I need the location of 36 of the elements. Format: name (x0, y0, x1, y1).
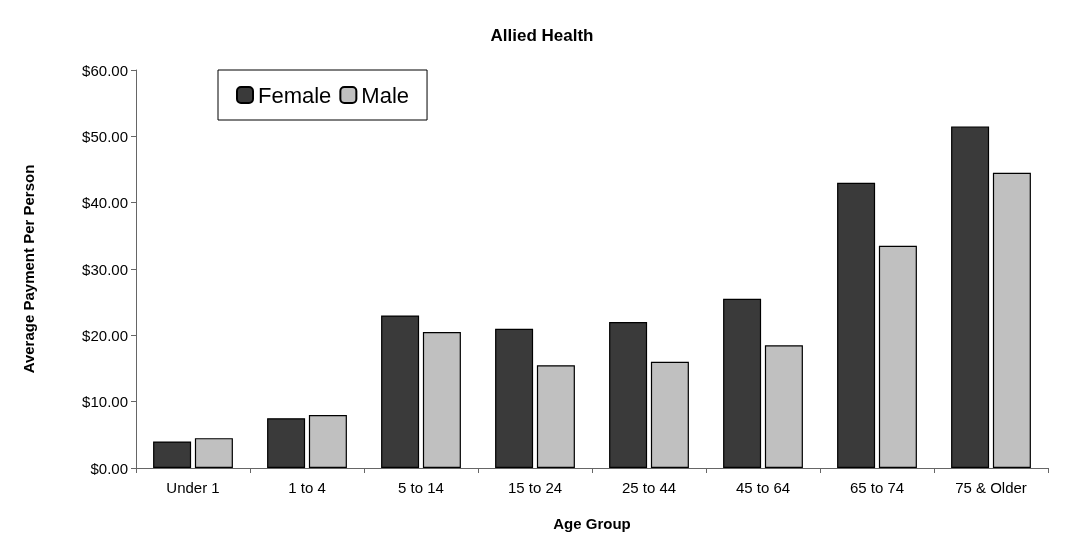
x-tick-label: 15 to 24 (507, 479, 563, 496)
y-tick-label: $10.00 (82, 393, 128, 411)
bar (422, 332, 461, 468)
x-tick-label: 5 to 14 (398, 479, 444, 496)
bar (878, 245, 917, 468)
x-tick-label: 45 to 64 (735, 479, 791, 496)
x-tick-label: 1 to 4 (288, 479, 326, 496)
x-tick-label: 25 to 44 (621, 479, 677, 496)
chart-title: Allied Health (490, 26, 594, 45)
bar (837, 182, 876, 468)
bar (951, 126, 990, 468)
bar (536, 365, 575, 468)
y-tick-label: $50.00 (82, 127, 128, 145)
x-axis-title: Age Group (553, 515, 631, 532)
bar (723, 298, 762, 468)
bar (609, 322, 648, 468)
bar (308, 414, 347, 468)
legend-label: Female (258, 82, 332, 108)
bar (992, 172, 1031, 468)
bar (267, 418, 306, 468)
x-tick-label: 65 to 74 (849, 479, 905, 496)
bar (495, 328, 534, 468)
x-tick-label: 75 & Older (955, 479, 1027, 496)
bar (194, 438, 233, 468)
legend-label: Male (361, 82, 410, 108)
y-tick-label: $30.00 (82, 260, 128, 278)
bar (650, 361, 689, 468)
y-tick-label: $40.00 (82, 194, 128, 212)
x-tick-label: Under 1 (166, 479, 220, 496)
y-axis-title: Average Payment Per Person (20, 164, 37, 374)
y-tick-label: $20.00 (82, 326, 128, 344)
y-tick-label: $0.00 (90, 459, 128, 477)
y-tick-label: $60.00 (82, 61, 128, 79)
bar (381, 315, 420, 468)
bar (764, 345, 803, 468)
bar (153, 441, 192, 468)
